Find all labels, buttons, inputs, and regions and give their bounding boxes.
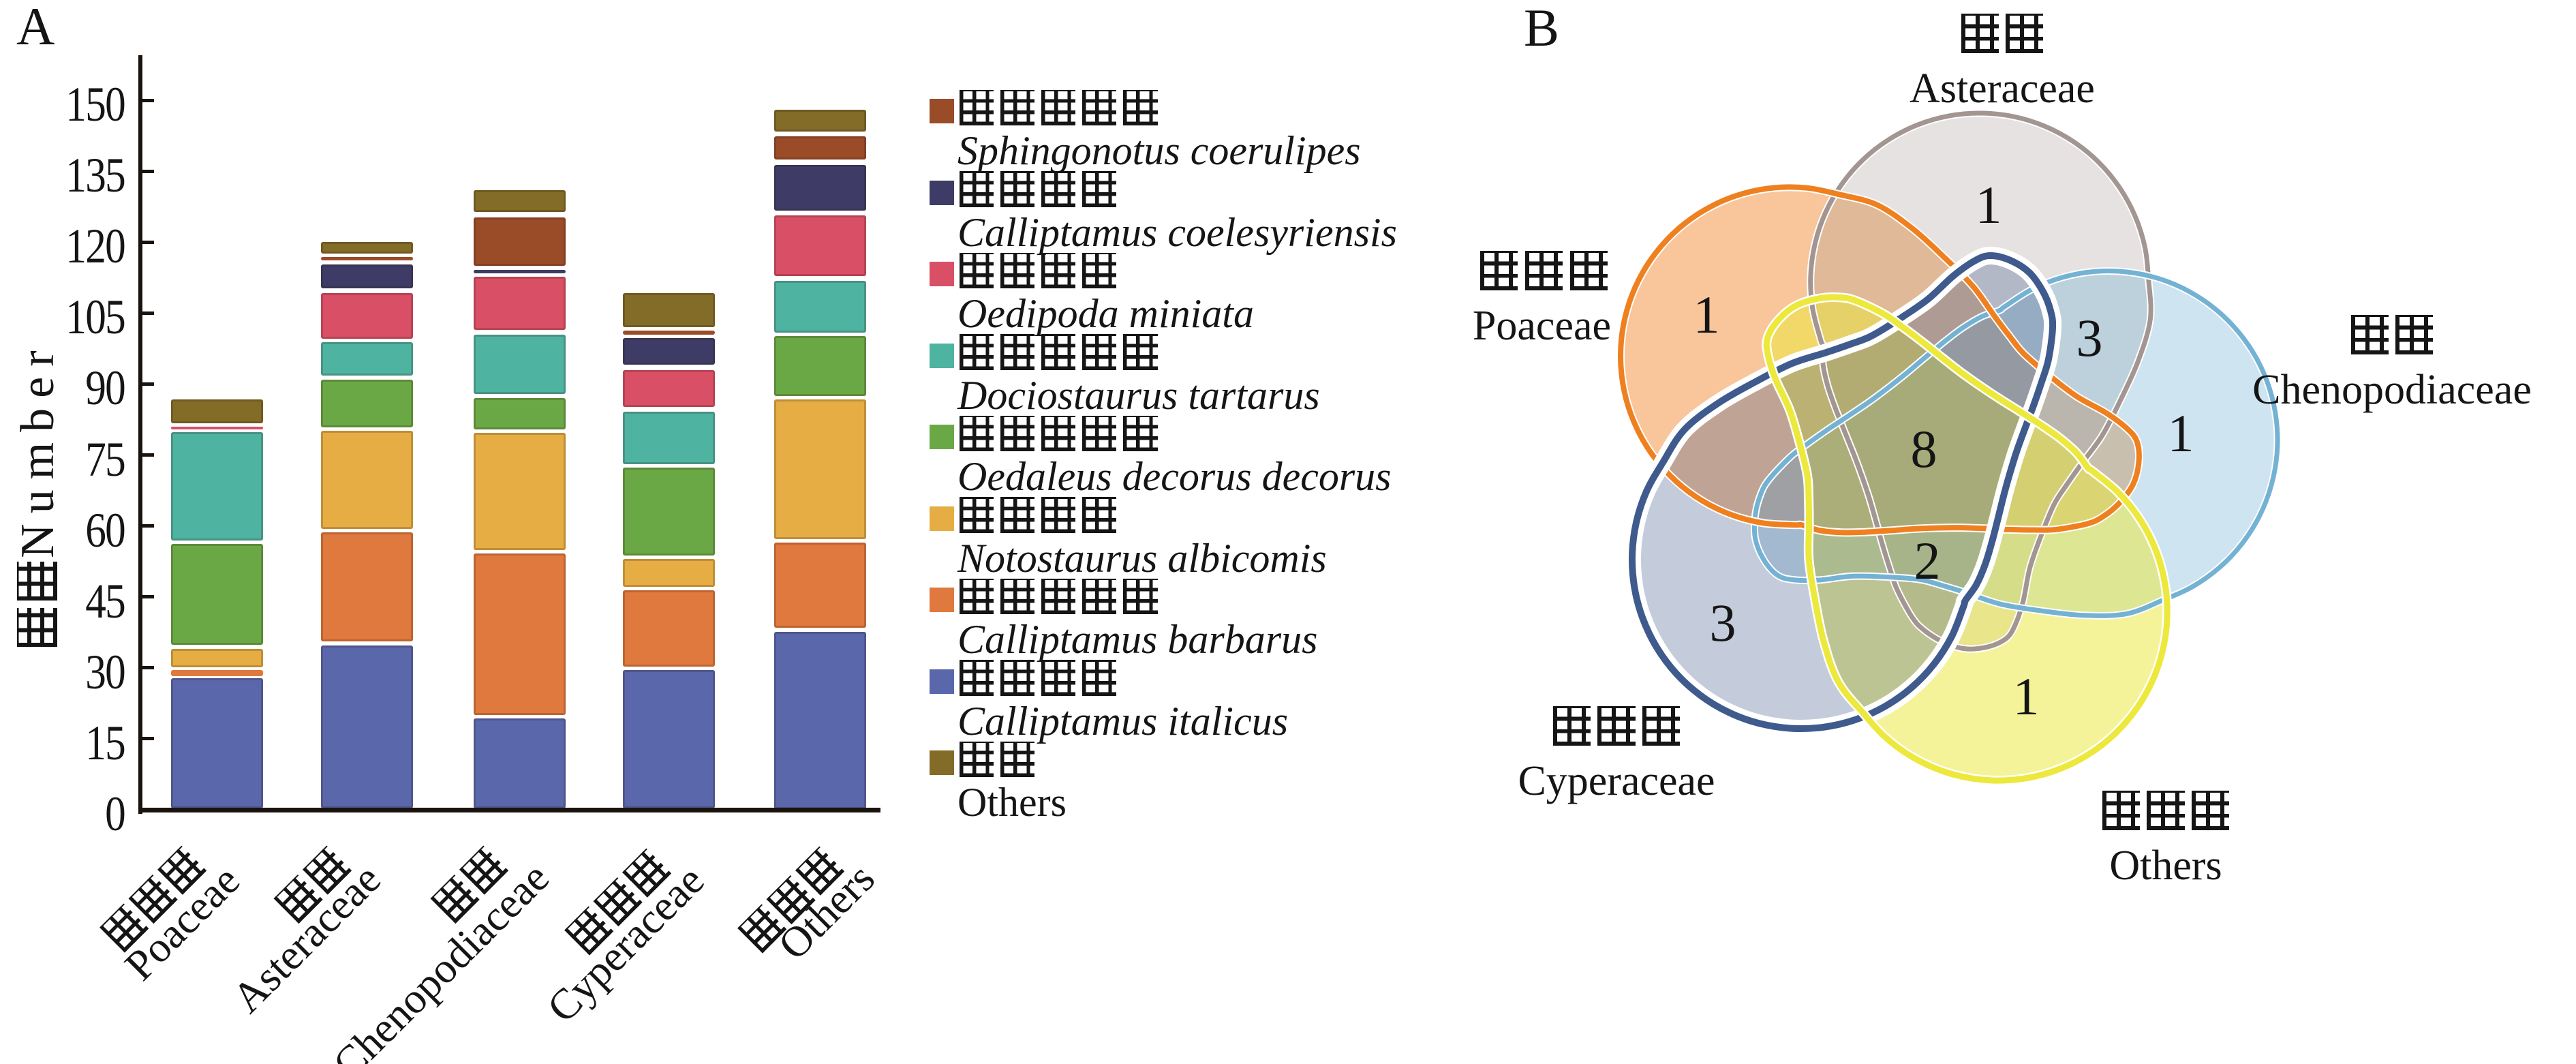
svg-text:3: 3 xyxy=(1710,593,1736,652)
svg-text:1: 1 xyxy=(2013,667,2040,726)
svg-text:1: 1 xyxy=(1693,285,1720,344)
svg-text:8: 8 xyxy=(1911,419,1937,478)
svg-text:1: 1 xyxy=(1976,175,2002,234)
svg-text:1: 1 xyxy=(2168,404,2194,463)
svg-text:2: 2 xyxy=(1914,531,1941,590)
svg-text:3: 3 xyxy=(2076,308,2103,367)
